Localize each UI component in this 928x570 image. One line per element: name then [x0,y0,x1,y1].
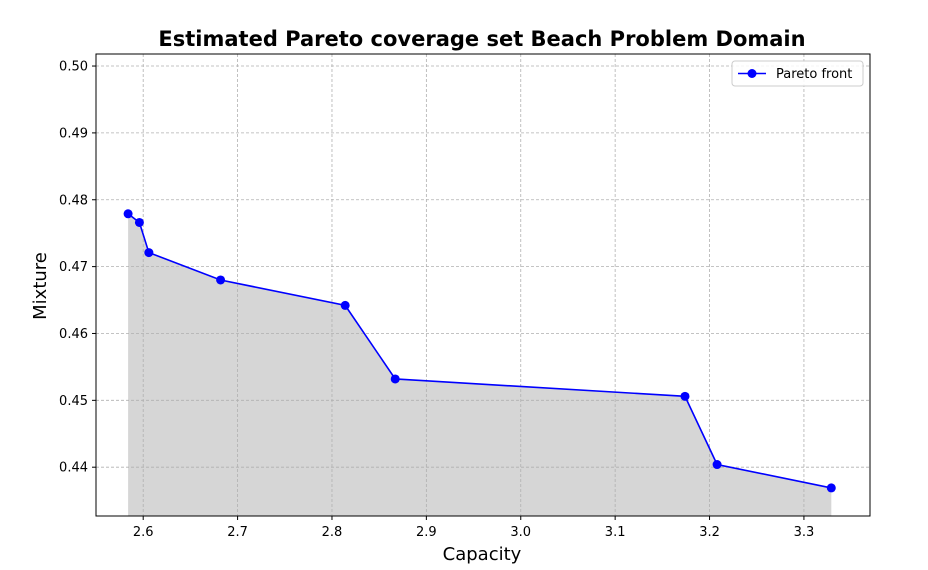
data-point [826,483,836,493]
legend-marker [747,69,757,78]
chart-title: Estimated Pareto coverage set Beach Prob… [158,27,805,51]
x-tick-label: 3.2 [699,525,720,540]
y-tick-label: 0.47 [59,260,88,275]
y-tick-label: 0.50 [59,60,88,75]
data-point [134,217,144,227]
x-tick-label: 3.0 [510,525,531,540]
plot-frame [95,53,871,517]
y-tick-label: 0.46 [59,327,88,342]
x-tick-label: 2.6 [133,525,154,540]
area-fill [128,213,832,516]
x-axis-label: Capacity [443,544,522,565]
legend-label: Pareto front [776,67,852,82]
y-tick-label: 0.44 [59,461,88,476]
data-point [712,460,722,470]
data-point [390,374,400,384]
x-tick-label: 2.9 [416,525,437,540]
legend-box [731,60,864,87]
y-tick-label: 0.45 [59,394,88,409]
x-tick-label: 3.3 [794,525,815,540]
y-tick-label: 0.49 [59,126,88,141]
x-tick-label: 3.1 [605,525,626,540]
data-point [216,275,226,285]
data-point [340,300,350,310]
x-tick-label: 2.8 [322,525,343,540]
y-tick-label: 0.48 [59,193,88,208]
legend: Pareto front [731,60,864,87]
data-point [680,391,690,401]
data-point [123,209,133,219]
x-tick-label: 2.7 [227,525,248,540]
y-axis-label: Mixture [30,252,51,320]
data-point [144,248,154,258]
